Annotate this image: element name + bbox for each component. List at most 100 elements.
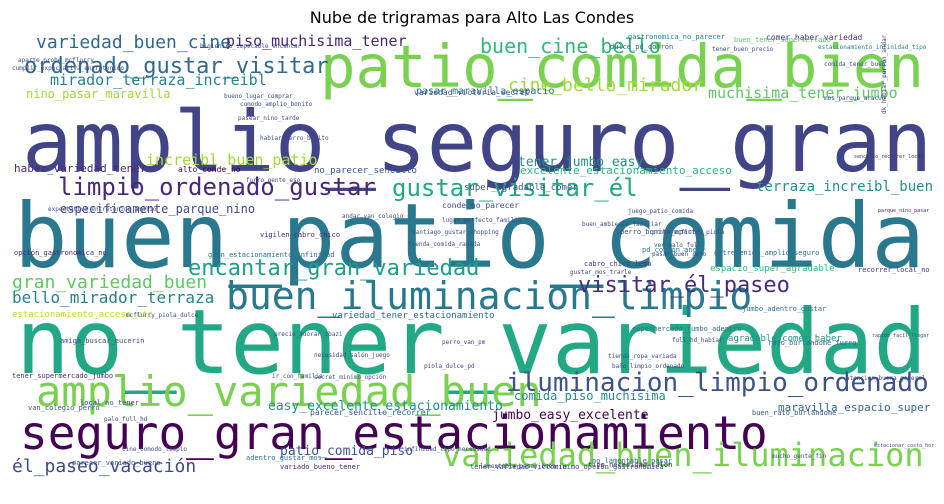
word-cloud-term: buen_ambiente_familiar <box>582 221 662 228</box>
word-cloud-term: infinidad_tipo_necesidad <box>404 446 491 453</box>
word-cloud-term: ordenado_gustar_visitar <box>24 54 329 79</box>
word-cloud-term: limpio_ordenado_gustar <box>58 173 376 201</box>
word-cloud-term: full_hd_habiar <box>672 337 723 344</box>
word-cloud-term: dulce_pd_corrón <box>610 43 674 51</box>
word-cloud-term: atencion_buena_general <box>846 375 926 382</box>
word-cloud-term: mucho_gente_fin <box>772 453 827 460</box>
word-cloud-term: ir_con_familia <box>272 373 323 380</box>
word-cloud-term: parecer_variado_bueno <box>72 459 161 467</box>
word-cloud-term: amplio_variedad_buen <box>36 367 542 416</box>
word-cloud-term: gustar_visitar_él <box>392 174 638 202</box>
word-cloud-term: bello_mirador_terraza <box>12 288 215 307</box>
word-cloud-term: maravilla_espacio_super <box>778 401 931 414</box>
word-cloud-term: alto_conde_no <box>178 165 241 174</box>
word-cloud-term: iluminacion_limpio_ordenado <box>506 368 929 398</box>
word-cloud-term: vigilen_cabro_chico <box>260 231 341 239</box>
word-cloud: amplio_seguro_gran buen_patio_comida no_te… <box>12 34 934 492</box>
word-cloud-term: rapido_facil_llegar <box>872 333 930 339</box>
chart-title: Nube de trigramas para Alto Las Condes <box>309 8 635 27</box>
word-cloud-term: tipo_necesidad_salón <box>588 461 673 469</box>
word-cloud-term: variedad_tener_estacionamiento <box>332 311 495 321</box>
word-cloud-term: furro_gente_eso <box>246 177 301 184</box>
word-cloud-term: no_lamentable_pasar <box>592 457 673 465</box>
word-cloud-term: tener_jumbo_easy <box>518 155 644 170</box>
word-cloud-term: variedad_victoria_secret <box>414 88 530 97</box>
word-cloud-term: estacionamiento_acceso_etc <box>12 310 153 320</box>
word-cloud-term: haber_variedad_tener <box>14 162 147 175</box>
word-cloud-term: baño_limpio_ordenado <box>612 363 685 370</box>
word-cloud-term: mos_parque_aracuo <box>824 95 886 102</box>
word-cloud-term: tienda_comida_rapida <box>408 241 481 248</box>
word-cloud-term: recorrer_local_no <box>858 266 930 274</box>
word-cloud-term: estacionamiento_infinidad_tipo <box>818 44 927 51</box>
word-cloud-term: pasar_buen_rato <box>652 251 707 258</box>
word-cloud-term: no_parecer_sencillo <box>314 166 417 176</box>
word-cloud-term: jumbo_adentro_gustar <box>742 305 827 313</box>
word-cloud-term: lugar_perfecto_familia <box>442 217 522 224</box>
word-cloud-term: visitar_él_paseo <box>578 273 790 298</box>
word-cloud-term: adentro_gustar_mos <box>246 454 322 462</box>
word-cloud-term: dk_habiar_perro <box>881 59 888 114</box>
word-cloud-term: local_no_tener <box>80 399 140 407</box>
word-cloud-term: palo_full_hd <box>104 416 148 423</box>
word-cloud-term: nino_pasar_maravilla <box>26 87 171 101</box>
word-cloud-term: buen_tener_supermercado <box>734 36 831 44</box>
word-cloud-term: minimo_opción_gastronomica <box>554 463 664 471</box>
word-cloud-term: seguro_gran_estacionamiento <box>20 406 768 460</box>
word-cloud-term: santiago_gustar_shopping <box>412 229 499 236</box>
word-cloud-term: entretenido_amplio_seguro <box>714 249 820 257</box>
word-cloud-term: excelente_estacionamiento_acceso <box>520 164 732 177</box>
word-cloud-term: buen_rato_burlandome <box>752 409 837 417</box>
word-cloud-term: muchisima_tener_jumbo <box>708 84 898 102</box>
word-cloud-term: amiga_buscar_eucerin <box>60 337 145 345</box>
word-cloud-term: precio_adorar_ibazi <box>274 331 343 338</box>
word-cloud-term: buen_cine_bello <box>480 34 661 58</box>
word-cloud-term: variedad_buen_cine <box>36 34 232 53</box>
word-cloud-term: secret_minimo_opción <box>314 374 387 381</box>
word-cloud-term: parque_nino_pasar <box>878 208 930 214</box>
word-cloud-term: gran_estacionamiento_infinidad <box>208 251 335 259</box>
word-cloud-term: patio_comida_piso <box>280 444 414 459</box>
word-cloud-term: piola_dulce_pd <box>424 363 475 370</box>
word-cloud-term: opción_gastronomica_no <box>14 249 107 257</box>
word-cloud-term: aparte_probe_mcflurry <box>18 57 94 64</box>
word-cloud-term: amplio_seguro_gran <box>22 93 933 191</box>
word-cloud-term: agradable_comer_haber <box>728 334 842 344</box>
word-cloud-term: conde_no_parecer <box>442 201 520 210</box>
word-cloud-term: probe_mcflurry_piola <box>652 229 725 236</box>
word-cloud-term: pasar_maravilla_espacio <box>416 86 555 97</box>
word-cloud-term: bueno_lugar_comprar <box>224 93 293 100</box>
word-cloud-term: espacio_super_agradable <box>710 264 835 274</box>
word-cloud-term: expectativa_entretenido_amplio <box>48 206 157 213</box>
word-cloud-term: él_paseo_vacación <box>12 456 197 477</box>
word-cloud-term: variedad_buen_iluminacion <box>442 436 924 474</box>
word-cloud-term: perro_van_pm <box>442 339 486 346</box>
word-cloud-term: andar_van_colegio <box>342 213 404 220</box>
word-cloud-term: comida_tener_buen <box>824 61 886 68</box>
word-cloud-term: tienda_ropa_variada <box>608 353 677 360</box>
word-cloud-term: van_colegio_perro <box>28 404 100 412</box>
word-cloud-term: easy_excelente_estacionamiento <box>268 399 503 414</box>
word-cloud-term: increibl_buen_patio <box>146 151 318 169</box>
word-cloud-term: especificamente_parque_nino <box>60 202 256 216</box>
word-cloud-term: gran_variedad_buen <box>12 272 208 293</box>
word-cloud-term: cumplir_expectativa_entretenido <box>12 65 124 72</box>
word-cloud-term: cine_comodo_limpio <box>122 446 188 453</box>
word-cloud-term: sencillo_recorrer_local <box>854 154 924 160</box>
word-cloud-term: supermercado_jumbo_adentro <box>632 325 742 333</box>
word-cloud-term: pasear_nino_tarde <box>238 115 300 122</box>
word-cloud-term: pd_corrón_andar <box>642 246 706 254</box>
word-cloud-term: mirador_terraza_increibl <box>50 71 267 89</box>
word-cloud-term: estacionar_costo_hora <box>874 443 934 449</box>
word-cloud-term: buen_patio_comida <box>14 184 925 288</box>
word-cloud-term: rato_burlandome_furro <box>768 339 857 347</box>
word-cloud-term: buen_iluminacion_limpio <box>226 274 753 318</box>
word-cloud-term: gustar_mos_trarle <box>570 269 632 276</box>
word-cloud-term: super_agradable_comer <box>464 183 578 193</box>
word-cloud-term: cine_bello_mirador <box>508 75 704 96</box>
word-cloud-term: ver_palo_full <box>654 242 701 249</box>
word-cloud-term: habiar_perro_bonito <box>260 135 329 142</box>
word-cloud-term: comodo_amplio_bonito <box>240 101 313 108</box>
word-cloud-term: variado_bueno_tener <box>280 463 361 471</box>
word-cloud-term: no_tener_variedad <box>16 290 927 394</box>
